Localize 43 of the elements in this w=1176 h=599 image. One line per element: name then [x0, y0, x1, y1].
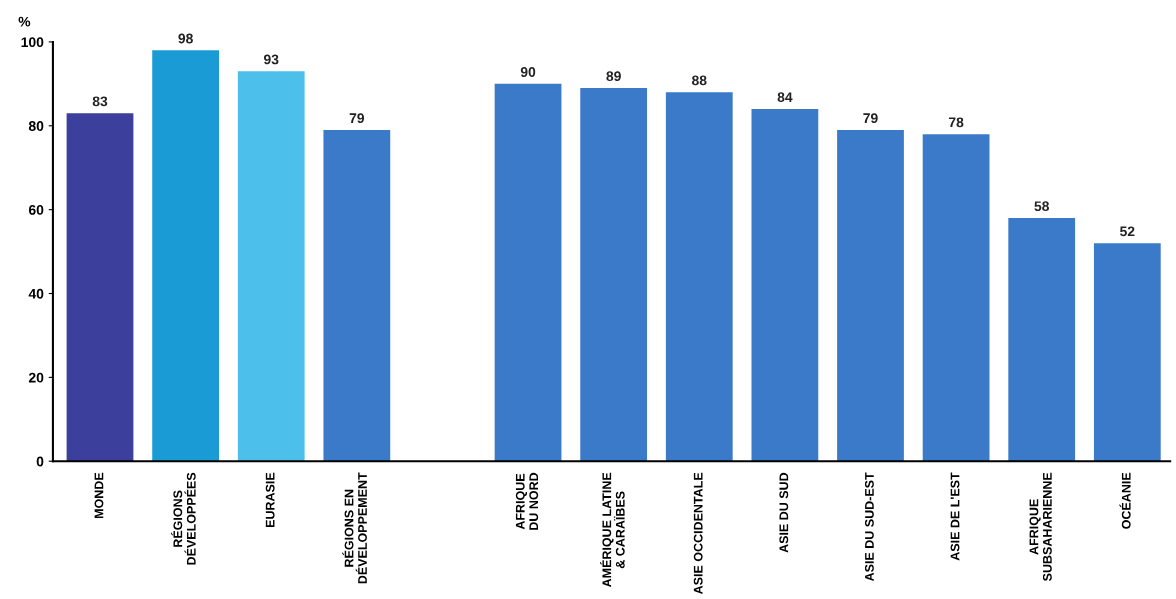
x-tick-label: MONDE [94, 472, 104, 519]
y-tick-label: 20 [28, 372, 44, 383]
data-label: 78 [948, 117, 964, 128]
y-tick-label: 40 [28, 288, 44, 299]
bar [751, 109, 819, 462]
bar [323, 129, 391, 462]
x-tick-label: ASIE OCCIDENTALE [693, 472, 703, 595]
x-tick-label: AFRIQUE SUBSAHARIENNE [1029, 472, 1052, 582]
x-tick-label: ASIE DU SUD-EST [864, 472, 874, 582]
x-tick-label: AFRIQUE DU NORD [515, 472, 539, 530]
data-label: 84 [777, 92, 793, 103]
bar [237, 71, 305, 462]
data-label: 90 [520, 67, 536, 77]
bar [580, 88, 648, 462]
x-tick-label: RÉGIONS DÉVELOPPÉES [171, 472, 196, 565]
bar [1093, 243, 1161, 462]
data-label: 88 [691, 75, 707, 86]
y-tick-label: 100 [21, 37, 44, 48]
data-label: 52 [1120, 226, 1135, 237]
bar [1008, 218, 1076, 462]
x-tick-label: ASIE DU SUD [779, 472, 789, 553]
x-tick-label: EURASIE [265, 472, 275, 528]
bar [494, 83, 562, 462]
bar [837, 129, 904, 462]
data-label: 79 [349, 113, 365, 124]
bar [665, 92, 733, 462]
data-label: 58 [1034, 201, 1050, 212]
data-label: 83 [92, 96, 108, 107]
x-tick-label: ASIE DE L'EST [950, 472, 960, 561]
y-tick-label: 80 [28, 121, 44, 131]
x-tick-label: AMÉRIQUE LATINE & CARAÏBES [600, 472, 625, 588]
data-label: 79 [863, 113, 878, 124]
data-label: 98 [178, 33, 193, 44]
y-axis-title: % [18, 16, 31, 27]
bar [66, 113, 134, 462]
data-label: 93 [263, 54, 279, 65]
y-tick-label: 60 [28, 204, 44, 215]
x-tick-label: OCÉANIE [1119, 472, 1131, 529]
data-label: 89 [606, 71, 621, 82]
x-tick-label: RÉGIONS EN DÉVELOPPEMENT [342, 472, 367, 584]
bar [922, 134, 990, 462]
y-tick-label: 0 [36, 456, 44, 467]
bar [152, 50, 219, 462]
